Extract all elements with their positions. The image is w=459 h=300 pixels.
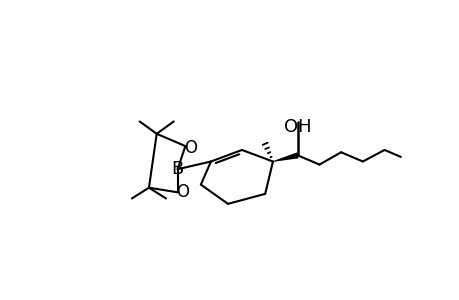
Text: B: B [171,160,183,178]
Text: O: O [176,183,189,201]
Text: OH: OH [283,118,311,136]
Polygon shape [272,152,298,162]
Text: O: O [184,139,197,157]
